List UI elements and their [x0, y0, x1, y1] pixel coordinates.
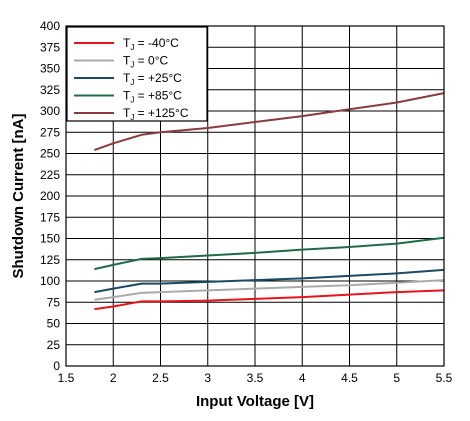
x-tick-label: 3.5: [247, 371, 264, 385]
x-tick-label: 4.5: [341, 371, 358, 385]
series-line-4: [94, 92, 445, 152]
legend-label: TJ = 0°C: [123, 54, 168, 70]
legend-label: TJ = -40°C: [123, 36, 179, 52]
x-tick-label: 4: [299, 371, 306, 385]
x-tick-label: 5: [393, 371, 400, 385]
x-tick-label: 5.5: [436, 371, 453, 385]
y-tick-label: 50: [47, 317, 61, 331]
x-tick-labels: 1.5 2 2.5 3 3.5 4 4.5 5 5.5: [58, 371, 453, 385]
y-tick-label: 300: [40, 104, 60, 118]
x-tick-label: 2: [110, 371, 117, 385]
y-tick-label: 100: [40, 274, 60, 288]
legend-label: TJ = +125°C: [123, 106, 189, 122]
series-layer: [94, 92, 445, 311]
x-tick-label: 1.5: [58, 371, 75, 385]
y-tick-label: 225: [40, 168, 60, 182]
x-tick-label: 3: [204, 371, 211, 385]
legend: TJ = -40°C TJ = 0°CTJ = +25°C TJ = +85°CTJ…: [66, 26, 208, 122]
y-tick-label: 400: [40, 19, 60, 33]
y-tick-label: 175: [40, 210, 60, 224]
legend-label: TJ = +25°C: [123, 71, 182, 87]
y-tick-label: 0: [53, 359, 60, 373]
y-tick-label: 25: [47, 338, 61, 352]
plot-frame: [65, 25, 445, 367]
series-line-1: [94, 279, 445, 301]
y-tick-label: 375: [40, 40, 60, 54]
y-tick-label: 75: [47, 295, 61, 309]
y-tick-label: 325: [40, 83, 60, 97]
y-axis-title: Shutdown Current [nA]: [10, 114, 27, 279]
legend-label: TJ = +85°C: [123, 89, 182, 105]
x-axis-title: Input Voltage [V]: [196, 393, 314, 410]
y-tick-label: 275: [40, 125, 60, 139]
series-line-2: [94, 268, 445, 294]
y-tick-label: 350: [40, 62, 60, 76]
x-tick-label: 2.5: [152, 371, 169, 385]
series-line-0: [94, 289, 445, 311]
y-tick-labels: 0 25 50 75 100 125 150 175 200 225 250 275 300 325 350…: [40, 19, 60, 373]
series-line-3: [94, 236, 445, 271]
y-tick-label: 200: [40, 189, 60, 203]
y-tick-label: 125: [40, 253, 60, 267]
y-tick-label: 150: [40, 232, 60, 246]
y-tick-label: 250: [40, 147, 60, 161]
